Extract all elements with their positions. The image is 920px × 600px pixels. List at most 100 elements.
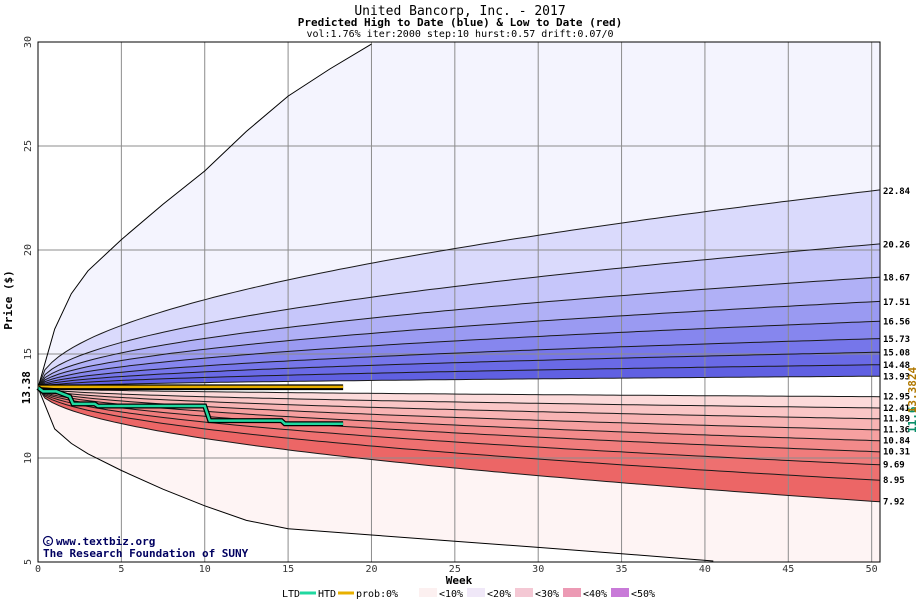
level-label: 13.93 [883, 372, 910, 382]
quantile-curve [37, 387, 881, 466]
legend-swatch [563, 588, 581, 597]
x-tick-label: 15 [282, 564, 294, 575]
ltd-line [37, 386, 344, 391]
quantile-curve [37, 364, 881, 389]
grid [38, 42, 880, 562]
x-axis-label: Week [446, 574, 473, 587]
outer-upper-curve [37, 43, 372, 388]
current-prob-label: 13.3824 [906, 367, 919, 414]
legend-ltd-label: LTD [282, 589, 300, 600]
legend-swatch [515, 588, 533, 597]
band-lower-2 [38, 387, 880, 419]
level-label: 11.89 [883, 415, 910, 425]
level-label: 10.84 [883, 437, 911, 447]
level-label: 18.67 [883, 274, 910, 284]
legend-item-label: <30% [535, 589, 559, 600]
level-label: 11.36 [883, 426, 910, 436]
band-upper-4 [38, 301, 880, 388]
quantile-curve [37, 387, 881, 442]
x-tick-label: 5 [118, 564, 124, 575]
chart-params: vol:1.76% iter:2000 step:10 hurst:0.57 d… [306, 29, 613, 40]
series [36, 384, 344, 427]
band-upper-6 [38, 338, 880, 388]
band-lower-1 [38, 387, 880, 408]
quantile-curve [37, 189, 881, 388]
quantile-curve [37, 387, 881, 503]
level-label: 12.95 [883, 393, 910, 403]
legend-item-label: 0% [386, 589, 398, 600]
credit-site: www.textbiz.org [56, 535, 155, 548]
band-lower-5 [38, 387, 880, 452]
band-lower-8 [38, 387, 880, 502]
y-tick-labels: 5 10 15 20 25 30 [23, 36, 34, 565]
x-tick-label: 45 [782, 564, 794, 575]
band-upper-outer [38, 42, 880, 388]
y-tick-label: 25 [23, 140, 34, 152]
quantile-curves [37, 43, 881, 562]
quantile-curve [37, 387, 881, 398]
band-upper-1 [38, 189, 880, 388]
y-tick-label: 5 [23, 559, 34, 565]
x-tick-label: 30 [532, 564, 544, 575]
band-upper-7 [38, 352, 880, 388]
level-label: 16.56 [883, 318, 910, 328]
legend-item-label: <50% [631, 589, 655, 600]
legend-swatch [611, 588, 629, 597]
copyright-glyph: c [46, 538, 50, 546]
quantile-curve [37, 320, 881, 389]
y-tick-label: 10 [23, 452, 34, 464]
start-price-label: 13.38 [20, 371, 33, 404]
band-upper-8 [38, 364, 880, 388]
legend-item-label: <20% [487, 589, 511, 600]
quantile-curve [37, 351, 881, 389]
level-label: 17.51 [883, 298, 910, 308]
legend-htd-label: HTD [318, 589, 336, 600]
level-label: 10.31 [883, 448, 910, 458]
legend: LTD HTD prob: 0% <10% <20% <30% <40% <50% [282, 588, 655, 600]
legend-prob-label: prob: [356, 589, 386, 600]
band-lower-7 [38, 387, 880, 481]
x-tick-label: 10 [199, 564, 211, 575]
quantile-curve [37, 387, 881, 409]
quantile-curve [37, 276, 881, 388]
y-axis-label: Price ($) [2, 270, 15, 330]
x-tick-label: 20 [365, 564, 377, 575]
level-label: 15.08 [883, 348, 910, 358]
legend-item-label: <10% [439, 589, 463, 600]
y-tick-label: 15 [23, 348, 34, 360]
probability-bands [38, 42, 880, 562]
x-tick-labels: 0 5 10 15 20 25 30 35 40 45 50 [35, 564, 878, 575]
level-label: 20.26 [883, 241, 910, 251]
quantile-curve [37, 300, 881, 389]
x-tick-label: 50 [866, 564, 878, 575]
level-label: 22.84 [883, 187, 911, 197]
htd-line [37, 386, 344, 425]
band-upper-5 [38, 321, 880, 388]
x-tick-label: 35 [616, 564, 628, 575]
copyright-icon [42, 535, 54, 547]
credits: c www.textbiz.org The Research Foundatio… [42, 535, 249, 560]
outer-lower-curve [37, 387, 714, 562]
level-label: 7.92 [883, 497, 905, 507]
band-lower-outer [38, 387, 880, 562]
quantile-curve [37, 387, 881, 453]
level-label: 14.48 [883, 361, 910, 371]
x-tick-label: 25 [449, 564, 461, 575]
current-htd-label: 11.6 [906, 406, 919, 433]
level-label: 12.41 [883, 404, 910, 414]
x-tick-label: 0 [35, 564, 41, 575]
legend-swatch [384, 588, 402, 597]
quantile-curve [37, 243, 881, 388]
level-label: 15.73 [883, 335, 910, 345]
chart-subtitle: Predicted High to Date (blue) & Low to D… [298, 16, 623, 29]
level-label: 8.95 [883, 476, 905, 486]
level-label: 9.69 [883, 460, 905, 470]
legend-item-label: <40% [583, 589, 607, 600]
legend-swatch [419, 588, 437, 597]
chart-title: United Bancorp, Inc. - 2017 [354, 4, 565, 19]
band-upper-3 [38, 277, 880, 388]
x-tick-label: 40 [699, 564, 711, 575]
quantile-curve [37, 387, 881, 420]
band-lower-6 [38, 387, 880, 465]
